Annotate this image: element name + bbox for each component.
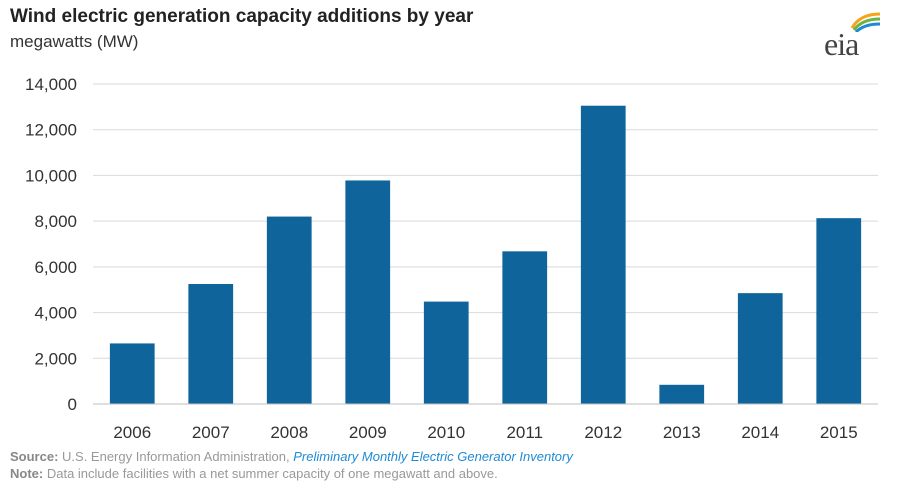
- x-tick-label: 2013: [663, 423, 701, 442]
- x-axis: 2006 2007 2008 2009 2010 2011 2012 2013 2014 2015: [93, 403, 878, 442]
- bar-2010: [423, 301, 469, 404]
- bar-2011: [502, 251, 548, 404]
- x-tick-label: 2008: [270, 423, 308, 442]
- y-tick-label: 8,000: [34, 212, 77, 231]
- eia-logo-arcs-icon: [850, 12, 881, 32]
- y-tick-label: 14,000: [25, 75, 77, 94]
- y-axis: 0 2,000 4,000 6,000 8,000 10,000 12,000 14,000: [25, 75, 77, 414]
- note-line: Note: Data include facilities with a net…: [10, 466, 498, 481]
- bar-2013: [659, 384, 705, 404]
- bar-2009: [345, 180, 391, 404]
- x-tick-label: 2010: [427, 423, 465, 442]
- source-label: Source:: [10, 449, 59, 464]
- y-tick-label: 2,000: [34, 349, 77, 368]
- x-tick-label: 2015: [820, 423, 858, 442]
- x-tick-label: 2014: [741, 423, 779, 442]
- bars: [109, 105, 862, 404]
- x-tick-label: 2011: [506, 423, 543, 442]
- bar-2015: [816, 218, 862, 404]
- chart-title: Wind electric generation capacity additi…: [10, 6, 474, 27]
- y-tick-label: 4,000: [34, 304, 77, 323]
- x-tick-label: 2007: [192, 423, 230, 442]
- source-link[interactable]: Preliminary Monthly Electric Generator I…: [293, 449, 573, 464]
- source-line: Source: U.S. Energy Information Administ…: [10, 449, 573, 464]
- bar-2012: [580, 105, 626, 404]
- bar-2008: [266, 216, 312, 404]
- y-tick-label: 6,000: [34, 258, 77, 277]
- note-text: Data include facilities with a net summe…: [46, 466, 498, 481]
- y-tick-label: 12,000: [25, 121, 77, 140]
- eia-logo: eia: [822, 8, 886, 62]
- y-tick-label: 10,000: [25, 166, 77, 185]
- note-label: Note:: [10, 466, 44, 481]
- bar-chart: 02,0004,0006,0008,00010,00012,00014,000 …: [25, 75, 878, 442]
- source-text: U.S. Energy Information Administration,: [62, 449, 290, 464]
- x-tick-label: 2012: [584, 423, 622, 442]
- eia-logo-text: eia: [824, 26, 859, 62]
- x-tick-label: 2006: [113, 423, 151, 442]
- x-tick-label: 2009: [349, 423, 387, 442]
- chart-subtitle: megawatts (MW): [10, 32, 139, 51]
- bar-2007: [188, 284, 234, 404]
- bar-2014: [737, 293, 783, 404]
- bar-2006: [109, 343, 155, 404]
- y-tick-label: 0: [68, 395, 77, 414]
